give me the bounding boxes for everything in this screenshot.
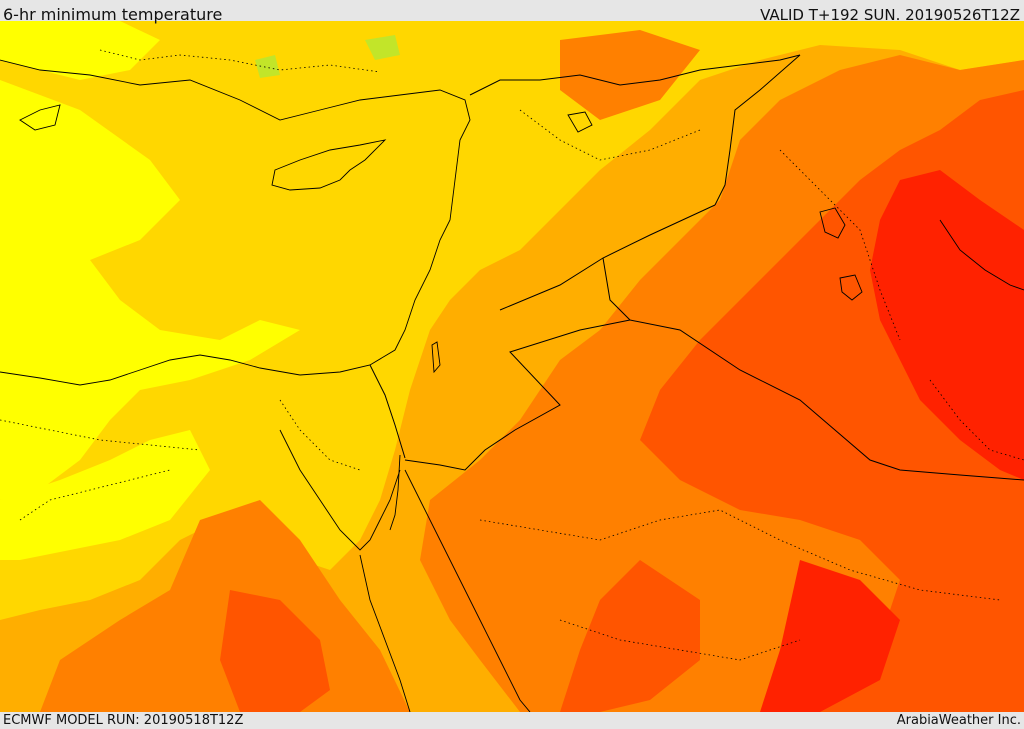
- map-footer: ECMWF MODEL RUN: 20190518T12Z ArabiaWeat…: [0, 712, 1024, 729]
- coastline-red-sea-west: [359, 554, 411, 712]
- internal-boundaries: [0, 49, 1024, 661]
- border-jordan-iraq: [602, 257, 631, 321]
- coastline-gulf-of-aqaba: [389, 454, 401, 531]
- coastlines: [0, 59, 1024, 712]
- boundary-saudi-regions: [479, 509, 1001, 601]
- border-turkey-syria: [469, 54, 801, 96]
- coastline-turkey: [0, 59, 471, 181]
- zone-hottest-iraq: [870, 170, 1024, 480]
- coastline-aegean-islands: [19, 104, 61, 131]
- boundary-egypt-south: [19, 469, 171, 521]
- cool-patch-1: [365, 35, 400, 60]
- zone-hottest-south: [760, 560, 900, 712]
- coastline-gulf-of-suez: [279, 429, 401, 551]
- boundary-turkey-provinces: [99, 49, 381, 73]
- coastline-levant: [299, 179, 456, 376]
- lake-razazah: [839, 274, 863, 301]
- lakes: [431, 111, 863, 374]
- coastline-persian-gulf: [939, 219, 1024, 291]
- coastline-egypt-north: [0, 354, 301, 386]
- map-header: 6-hr minimum temperature VALID T+192 SUN…: [0, 0, 1024, 24]
- zone-hot-southwest: [220, 590, 330, 712]
- zone-warm-north-syria: [560, 30, 700, 120]
- map-title: 6-hr minimum temperature: [3, 5, 223, 24]
- coastline-cyprus: [271, 139, 387, 191]
- temperature-map[interactable]: [0, 21, 1024, 712]
- credit-label: ArabiaWeather Inc.: [896, 713, 1021, 728]
- boundary-syria-governorates: [519, 109, 701, 161]
- lake-assad: [567, 111, 593, 133]
- cool-patch-2: [255, 55, 280, 78]
- boundary-iraq-governorates: [779, 149, 901, 341]
- border-iraq-saudi: [629, 319, 1024, 481]
- zone-very-light-coast: [0, 430, 210, 560]
- zone-hot-south: [560, 560, 700, 712]
- map-canvas: [0, 21, 1024, 712]
- model-run-label: ECMWF MODEL RUN: 20190518T12Z: [3, 713, 244, 728]
- border-egypt-israel: [369, 364, 406, 459]
- valid-time-label: VALID T+192 SUN. 20190526T12Z: [760, 6, 1020, 24]
- zone-very-light-north: [0, 21, 160, 80]
- zone-very-light-sea: [0, 80, 300, 500]
- country-borders: [369, 54, 1024, 481]
- lake-tharthar: [819, 207, 846, 239]
- boundary-sinai: [279, 399, 361, 471]
- zone-light-north: [0, 21, 1024, 620]
- dead-sea: [431, 341, 441, 374]
- coastline-red-sea-east: [404, 469, 531, 712]
- border-jordan-saudi: [404, 319, 631, 471]
- border-syria-iraq: [714, 54, 801, 206]
